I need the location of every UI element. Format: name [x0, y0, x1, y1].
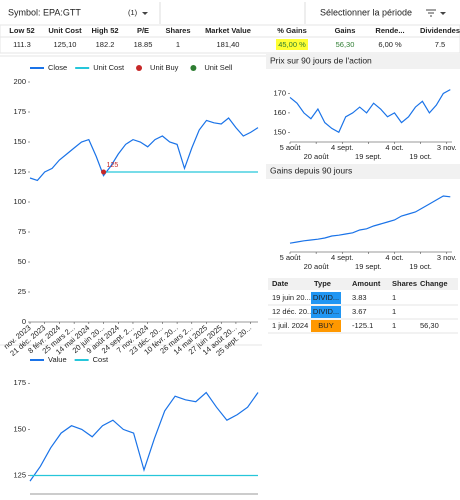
x-tick-label: 4 sept. [331, 143, 354, 152]
y-tick-label: 175 [13, 107, 26, 116]
x-tick-label: 19 oct. [409, 262, 432, 271]
table-header: Change [420, 279, 448, 288]
stat-value: 6,00 % [378, 40, 402, 49]
point-label: 125 [107, 162, 119, 169]
stat-header: Unit Cost [48, 26, 82, 35]
legend-swatch [136, 65, 143, 71]
dropdown-arrow[interactable] [440, 12, 446, 15]
panel-title-bg [266, 54, 460, 69]
y-tick-label: 160 [273, 108, 286, 117]
table-cell: 1 [392, 293, 396, 302]
stat-value: 125,10 [54, 40, 77, 49]
type-badge [311, 320, 341, 332]
table-header: Type [314, 279, 331, 288]
y-tick-label: 50 [18, 257, 26, 266]
table-cell: 3.83 [352, 293, 367, 302]
legend-swatch [190, 65, 197, 71]
table-cell: 3.67 [352, 307, 367, 316]
x-tick-label: 19 oct. [409, 152, 432, 161]
x-tick-label: 20 août [304, 262, 330, 271]
stat-value: 1 [176, 40, 180, 49]
filter-icon[interactable] [426, 9, 436, 17]
x-tick-label: 4 oct. [385, 143, 403, 152]
y-tick-label: 150 [13, 137, 26, 146]
stat-header: Rende... [375, 26, 404, 35]
stat-header: Low 52 [9, 26, 34, 35]
top-bar [0, 0, 460, 24]
stat-value: 45,00 % [278, 40, 306, 49]
table-header-bg [268, 278, 458, 290]
y-tick-label: 200 [13, 77, 26, 86]
y-tick-label: 25 [18, 287, 26, 296]
line [289, 195, 451, 244]
x-tick-label: 5 août [280, 143, 302, 152]
y-tick-label: 0 [22, 317, 26, 326]
table-header: Shares [392, 279, 417, 288]
y-tick-label: 170 [273, 88, 286, 97]
table-header: Date [272, 279, 288, 288]
y-tick-label: 150 [273, 127, 286, 136]
x-tick-label: 3 nov. [437, 143, 457, 152]
stats-table [0, 24, 460, 54]
line [289, 89, 451, 134]
panel-title: Gains depuis 90 jours [270, 165, 352, 175]
table-header: Amount [352, 279, 381, 288]
x-tick-label: 19 sept. [355, 152, 382, 161]
stat-header: Market Value [205, 26, 251, 35]
x-tick-label: 5 août [280, 253, 302, 262]
dropdown-arrow[interactable] [142, 12, 148, 15]
x-tick-label: 4 oct. [385, 253, 403, 262]
type-badge [311, 292, 341, 304]
legend-label: Close [48, 63, 67, 72]
panel-title: Prix sur 90 jours de l'action [270, 55, 372, 65]
table-cell: 12 déc. 20... [272, 307, 313, 316]
line [29, 117, 259, 182]
x-tick-label: 20 août [304, 152, 330, 161]
stat-value: 18.85 [134, 40, 153, 49]
point [101, 169, 107, 175]
legend-label: Unit Sell [204, 63, 232, 72]
table-cell: 1 [392, 321, 396, 330]
stat-value: 7.5 [435, 40, 445, 49]
y-tick-label: 100 [13, 197, 26, 206]
table-cell: 1 [392, 307, 396, 316]
count[interactable]: (1) [128, 8, 138, 17]
y-tick-label: 75 [18, 227, 26, 236]
stat-header: Dividendes [420, 26, 460, 35]
legend-label: Value [48, 355, 67, 364]
stat-value: 111.3 [13, 40, 31, 49]
table-cell: 1 juil. 2024 [272, 321, 308, 330]
legend-label: Unit Buy [150, 63, 179, 72]
x-tick-label: 19 sept. [355, 262, 382, 271]
stat-value: 182.2 [96, 40, 115, 49]
stat-header: Gains [335, 26, 356, 35]
stat-header: Shares [165, 26, 190, 35]
table-cell: -125.1 [352, 321, 373, 330]
x-tick-label: 3 nov. [437, 253, 457, 262]
y-tick-label: 125 [13, 167, 26, 176]
y-tick-label: 150 [13, 424, 26, 433]
line [29, 391, 259, 482]
table-cell: DIVID... [313, 307, 339, 316]
stat-header: P/E [137, 26, 149, 35]
table-cell: DIVID... [313, 293, 339, 302]
period-select[interactable]: Sélectionner la période [320, 7, 412, 17]
stat-header: % Gains [277, 26, 307, 35]
highlight [276, 39, 308, 50]
table-cell: BUY [318, 321, 333, 330]
table-cell: 19 juin 20... [272, 293, 311, 302]
panel-title-bg [266, 164, 460, 179]
y-tick-label: 125 [13, 471, 26, 480]
x-tick-label: 4 sept. [331, 253, 354, 262]
legend-label: Unit Cost [93, 63, 125, 72]
stat-value: 181,40 [217, 40, 240, 49]
stat-value: 56,30 [336, 40, 355, 49]
y-tick-label: 175 [13, 378, 26, 387]
stat-header: High 52 [91, 26, 118, 35]
symbol: Symbol: EPA:GTT [8, 7, 81, 17]
table-cell: 56,30 [420, 321, 439, 330]
type-badge [311, 306, 341, 318]
legend-label: Cost [93, 355, 109, 364]
